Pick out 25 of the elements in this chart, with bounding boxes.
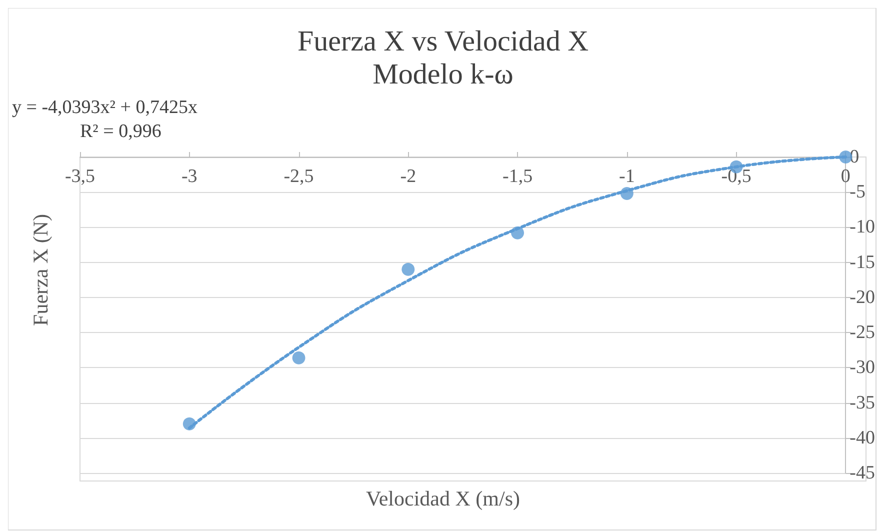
point: [402, 262, 415, 276]
x-tick-label: -2,5: [284, 166, 314, 187]
chart-title: Fuerza X vs Velocidad X: [297, 26, 589, 58]
x-tick-label: -3: [181, 166, 198, 187]
y-tick-label: -15: [850, 252, 875, 273]
y-tick-label: -45: [850, 462, 875, 484]
chart-subtitle: Modelo k-ω: [372, 58, 514, 90]
x-tick-label: -3,5: [64, 166, 96, 187]
y-tick-label: 0: [850, 146, 860, 168]
point: [292, 351, 306, 364]
x-tick-label: -0,5: [721, 166, 752, 187]
y-tick-label: -20: [850, 286, 875, 308]
y-tick-label: -25: [850, 322, 875, 344]
x-tick-label: -1,5: [502, 166, 533, 187]
text: R² = 0,996: [80, 121, 162, 142]
y-axis-title: Fuerza X (N): [28, 214, 52, 326]
y-tick-label: -5: [850, 182, 866, 203]
x-axis-title: Velocidad X (m/s): [366, 486, 520, 510]
y-tick-label: -35: [850, 392, 875, 414]
y-tick-label: -30: [850, 357, 875, 378]
text: y = -4,0393x² + 0,7425x: [12, 97, 198, 118]
x-tick-label: -1: [618, 166, 635, 187]
y-tick-label: -10: [850, 216, 875, 238]
y-tick-label: -40: [850, 427, 875, 448]
x-tick-label: -2: [400, 166, 416, 187]
